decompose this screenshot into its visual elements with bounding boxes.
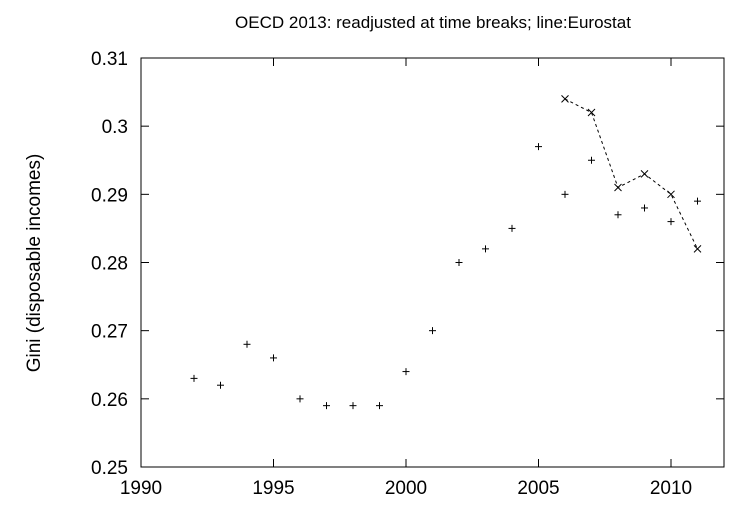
y-tick-label: 0.3 bbox=[102, 117, 128, 138]
data-point bbox=[482, 245, 489, 253]
series-0 bbox=[190, 143, 701, 410]
data-point bbox=[614, 183, 622, 192]
x-tick-label: 1990 bbox=[120, 478, 162, 499]
data-point bbox=[561, 95, 569, 103]
y-tick-label: 0.29 bbox=[91, 185, 128, 206]
data-point bbox=[455, 259, 463, 266]
data-point bbox=[694, 197, 701, 205]
series-1 bbox=[561, 95, 702, 253]
x-tick-label: 2010 bbox=[650, 478, 692, 499]
y-tick-label: 0.28 bbox=[91, 254, 128, 275]
data-point bbox=[270, 354, 277, 362]
data-point bbox=[640, 170, 649, 178]
data-point bbox=[693, 245, 702, 253]
series-line bbox=[564, 98, 698, 250]
data-point bbox=[614, 211, 622, 219]
y-tick-label: 0.27 bbox=[91, 322, 128, 343]
y-axis-label: Gini (disposable incomes) bbox=[24, 154, 45, 373]
y-tick-label: 0.31 bbox=[91, 49, 128, 70]
data-point bbox=[296, 395, 304, 403]
plot-frame bbox=[140, 57, 725, 468]
data-point bbox=[217, 381, 224, 389]
data-point bbox=[349, 402, 357, 410]
data-point bbox=[402, 368, 410, 376]
data-point bbox=[535, 143, 542, 151]
chart-title: OECD 2013: readjusted at time breaks; li… bbox=[235, 13, 631, 32]
data-point bbox=[323, 402, 330, 410]
data-point bbox=[508, 224, 516, 232]
data-point bbox=[561, 190, 569, 198]
data-point bbox=[190, 374, 198, 382]
series-layer bbox=[190, 95, 702, 410]
x-tick-label: 2000 bbox=[385, 478, 427, 499]
data-point bbox=[429, 327, 436, 335]
data-point bbox=[243, 340, 251, 348]
data-point bbox=[667, 218, 675, 226]
y-tick-label: 0.26 bbox=[91, 390, 128, 411]
data-point bbox=[667, 190, 675, 199]
data-point bbox=[376, 402, 383, 410]
x-tick-label: 1995 bbox=[252, 478, 294, 499]
x-tick-label: 2005 bbox=[517, 478, 559, 499]
axis-ticks: 1990 1995 2000 2005 2010 0.25 0.26 0.27 0.28 0.29… bbox=[91, 49, 724, 499]
y-tick-label: 0.25 bbox=[91, 458, 128, 479]
data-point bbox=[641, 204, 648, 212]
data-point bbox=[588, 156, 595, 164]
data-point bbox=[587, 108, 596, 117]
